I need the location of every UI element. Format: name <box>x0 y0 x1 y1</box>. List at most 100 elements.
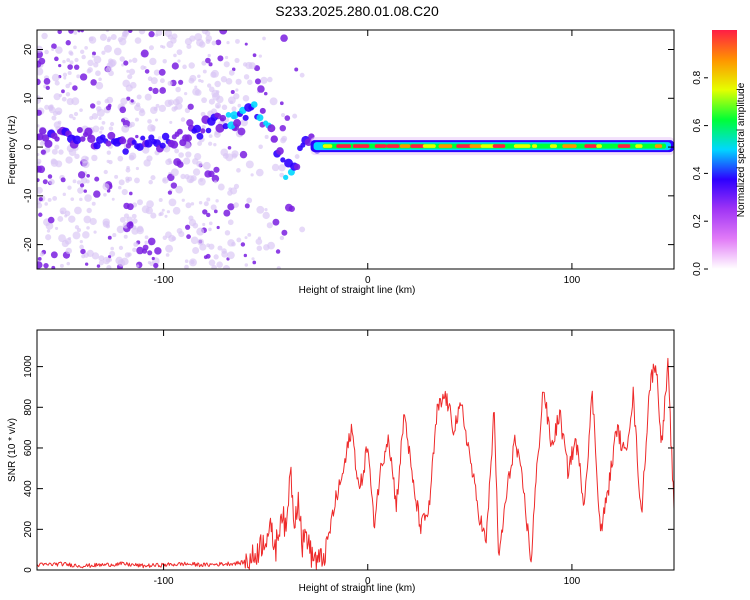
spectrogram-blob <box>234 57 240 64</box>
spectrogram-blob <box>47 174 53 179</box>
spectrogram-blob <box>92 51 96 56</box>
spectrogram-blob <box>284 203 293 212</box>
spectrogram-blob <box>245 160 254 169</box>
spectrogram-blob <box>99 130 103 134</box>
ridge-blob <box>131 139 137 145</box>
spectrogram-blob <box>244 263 249 267</box>
ridge-blob <box>41 134 50 142</box>
spectrogram-blob <box>106 38 111 43</box>
spectrogram-blob <box>185 224 191 230</box>
spectrogram-blob <box>37 186 43 194</box>
spectrogram-blob <box>176 228 183 234</box>
band-peak <box>562 144 577 148</box>
spectrogram-blob <box>88 36 97 44</box>
spectrogram-blob <box>175 86 181 93</box>
spectrogram-blob <box>167 190 173 195</box>
ridge-blob <box>250 101 258 108</box>
spectrogram-blob <box>159 78 165 84</box>
spectrogram-blob <box>228 69 235 76</box>
spectrogram-blob <box>150 106 158 114</box>
spectrogram-blob <box>126 96 131 101</box>
spectrogram-blob <box>43 262 49 269</box>
spectrogram-blob <box>50 158 57 165</box>
spectrogram-blob <box>37 257 42 261</box>
spectrogram-blob <box>73 45 77 50</box>
spectrogram-blob <box>125 167 131 173</box>
spectrogram-blob <box>237 103 242 108</box>
spectrogram-blob <box>79 239 83 244</box>
ridge-blob <box>136 143 144 151</box>
spectrogram-blob <box>263 91 268 96</box>
spectrogram-clutter <box>37 30 306 269</box>
spectrogram-blob <box>67 185 72 190</box>
spectrogram-blob <box>133 241 139 247</box>
spectrogram-blob <box>128 154 135 161</box>
top-x-axis-label: Height of straight line (km) <box>299 285 416 296</box>
spectrogram-blob <box>158 212 162 217</box>
y-tick-label: 20 <box>23 44 34 56</box>
colorbar-ticks: 0.0 0.2 0.4 0.6 0.8 <box>692 70 708 276</box>
spectrogram-blob <box>254 65 261 72</box>
spectrogram-blob <box>103 169 108 175</box>
spectrogram-blob <box>147 250 153 256</box>
spectrogram-blob <box>105 105 112 111</box>
spectrogram-blob <box>208 86 215 93</box>
spectrogram-blob <box>192 87 200 96</box>
spectrogram-blob <box>116 225 125 234</box>
spectrogram-blob <box>57 120 62 125</box>
colorbar-tick-label: 0.4 <box>692 166 703 180</box>
spectrogram-blob <box>63 76 67 80</box>
spectrogram-blob <box>39 252 45 257</box>
spectrogram-blob <box>266 222 273 229</box>
spectrogram-blob <box>252 53 257 58</box>
spectrogram-blob <box>281 229 288 236</box>
spectrogram-blob <box>144 69 150 74</box>
x-tick-label: 100 <box>564 576 581 587</box>
spectrogram-blob <box>184 259 189 264</box>
spectrogram-blob <box>58 149 64 155</box>
spectrogram-blob <box>215 39 222 46</box>
band-peak <box>549 144 558 148</box>
spectrogram-blob <box>194 85 198 89</box>
band-peak <box>654 144 663 148</box>
spectrogram-blob <box>73 30 78 35</box>
spectrogram-blob <box>72 85 78 91</box>
spectrogram-blob <box>77 187 84 194</box>
spectrogram-blob <box>201 125 206 130</box>
ridge-blob <box>215 123 225 133</box>
spectrogram-blob <box>87 67 93 73</box>
spectrogram-blob <box>208 227 212 232</box>
spectrogram-blob <box>208 134 213 139</box>
ridge-blob <box>72 135 82 145</box>
spectrogram-blob <box>278 164 286 172</box>
spectrogram-blob <box>126 203 134 211</box>
spectrogram-blob <box>107 235 112 240</box>
spectrogram-blob <box>77 30 81 33</box>
bottom-y-axis-label: SNR (10 * v/v) <box>7 418 18 482</box>
spectrogram-blob <box>91 113 99 120</box>
spectrogram-blob <box>200 111 206 117</box>
spectrogram-blob <box>167 99 175 106</box>
band-peak <box>617 144 631 148</box>
spectrogram-blob <box>208 141 213 146</box>
spectrogram-blob <box>48 178 55 185</box>
spectrogram-blob <box>171 62 179 70</box>
spectrogram-blob <box>90 79 97 86</box>
ridge-blob <box>230 111 239 120</box>
spectrogram-blob <box>82 231 90 239</box>
spectrogram-blob <box>150 175 156 181</box>
spectrogram-blob <box>73 111 79 117</box>
ridge-blob <box>205 127 212 134</box>
spectrogram-blob <box>207 53 211 58</box>
spectrogram-blob <box>247 232 252 237</box>
spectrogram-blob <box>68 215 76 223</box>
spectrogram-blob <box>194 152 202 161</box>
spectrogram-blob <box>213 180 218 184</box>
spectrogram-blob <box>262 211 270 220</box>
spectrogram-blob <box>126 221 134 229</box>
spectrogram-blob <box>221 250 228 258</box>
spectrogram-blob <box>76 74 81 79</box>
chart-title: S233.2025.280.01.08.C20 <box>275 3 439 19</box>
spectrogram-blob <box>129 81 137 89</box>
